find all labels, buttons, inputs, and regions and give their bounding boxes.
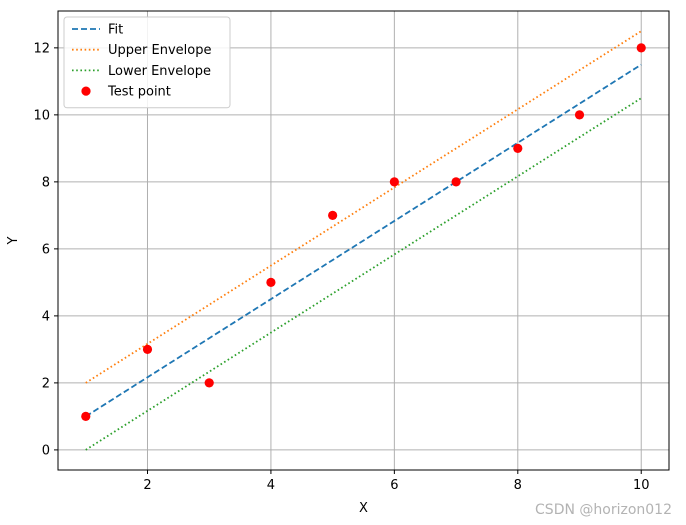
series-line-upper-envelope — [85, 30, 642, 384]
series-line-fit — [85, 63, 642, 418]
data-point — [81, 411, 91, 421]
legend-box — [63, 16, 231, 109]
legend: Fit Upper Envelope Lower Envelope Test poin… — [63, 16, 231, 109]
x-tick-label: 6 — [390, 478, 398, 493]
y-tick-label: 12 — [33, 41, 50, 56]
y-tick-label: 4 — [42, 309, 50, 324]
plot-frame — [57, 10, 670, 471]
legend-label: Lower Envelope — [108, 64, 211, 79]
data-point — [204, 378, 214, 388]
legend-label: Upper Envelope — [108, 43, 211, 58]
data-point — [142, 344, 153, 354]
x-tick-label: 8 — [514, 478, 522, 493]
grid — [58, 11, 669, 470]
x-tick-label: 2 — [143, 478, 151, 493]
legend-swatch — [81, 86, 91, 96]
data-point — [389, 177, 399, 187]
data-point — [636, 43, 646, 53]
data-point — [328, 210, 338, 220]
data-point — [574, 110, 585, 120]
y-tick-label: 10 — [33, 108, 50, 123]
legend-label: Fit — [108, 23, 123, 38]
x-axis-label: X — [359, 501, 368, 516]
watermark: CSDN @horizon012 — [535, 502, 672, 518]
y-tick-label: 2 — [42, 376, 50, 391]
x-tick-label: 4 — [267, 478, 275, 493]
axis-ticks: 2 4 6 8 10 0 2 4 6 8 10 12 — [33, 41, 649, 493]
data-point — [451, 177, 461, 187]
y-tick-label: 0 — [42, 443, 50, 458]
legend-label: Test point — [107, 85, 171, 100]
y-axis-label: Y — [6, 236, 21, 245]
series-line-lower-envelope — [85, 97, 642, 451]
data-point — [266, 277, 276, 287]
data-point — [513, 143, 523, 153]
y-tick-label: 6 — [42, 242, 50, 257]
plot-series — [81, 30, 646, 451]
y-tick-label: 8 — [42, 175, 50, 190]
x-tick-label: 10 — [633, 478, 650, 493]
